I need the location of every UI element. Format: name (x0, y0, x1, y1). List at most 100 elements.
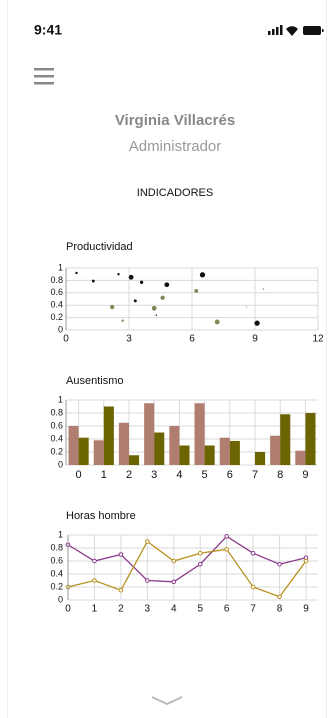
y-tick-label: 0 (58, 324, 63, 334)
bar (295, 450, 306, 465)
scatter-point (246, 306, 248, 308)
status-icons (268, 25, 324, 36)
bar (219, 437, 230, 465)
bar (93, 440, 104, 465)
y-tick-label: 0.6 (50, 555, 63, 565)
scatter-point (128, 274, 134, 280)
scatter-point (262, 288, 265, 290)
scatter-point (91, 279, 95, 283)
scatter-point (160, 295, 165, 300)
bar (118, 422, 129, 465)
y-tick-label: 0.2 (50, 312, 63, 322)
bar (154, 432, 165, 465)
x-tick-label: 7 (250, 604, 256, 615)
scatter-point (133, 299, 137, 303)
y-tick-label: 1 (58, 394, 63, 404)
x-tick-label: 3 (151, 469, 157, 481)
x-tick-label: 4 (171, 604, 177, 615)
x-tick-label: 0 (65, 604, 71, 615)
line-point (118, 587, 124, 593)
profile-name: Virginia Villacrés (115, 112, 235, 129)
line-series (67, 540, 307, 598)
scatter-point (151, 305, 157, 311)
x-tick-label: 5 (202, 469, 208, 481)
scroll-chevron[interactable] (151, 696, 183, 706)
x-tick-label: 6 (227, 469, 233, 481)
scatter-point (121, 319, 124, 322)
bar (280, 414, 291, 465)
line-point (197, 561, 203, 567)
x-tick-label: 1 (92, 604, 98, 615)
x-tick-label: 2 (118, 604, 124, 615)
chart-title: Horas hombre (66, 510, 136, 522)
section-title: INDICADORES (137, 187, 213, 199)
bar (129, 455, 140, 465)
x-tick-label: 2 (126, 469, 132, 481)
x-tick-label: 6 (189, 334, 195, 345)
x-tick-label: 8 (277, 604, 283, 615)
line-point (145, 578, 150, 583)
scatter-point (194, 289, 199, 293)
y-tick-label: 0.4 (50, 300, 63, 310)
chart-title: Ausentismo (66, 375, 123, 387)
y-tick-label: 0.8 (50, 542, 63, 552)
bar (169, 426, 180, 465)
x-tick-label: 7 (252, 469, 258, 481)
status-time: 9:41 (34, 22, 62, 38)
bar (204, 445, 215, 465)
x-tick-label: 9 (252, 334, 258, 345)
bar (255, 452, 266, 465)
y-tick-label: 0 (58, 594, 63, 604)
line-point (118, 552, 124, 557)
bar (194, 403, 205, 465)
bar (78, 437, 89, 465)
profile-role: Administrador (129, 138, 222, 155)
bar (68, 426, 79, 465)
line-point (303, 558, 309, 564)
x-tick-label: 9 (302, 469, 308, 481)
bar (270, 435, 281, 465)
bar (144, 403, 155, 465)
y-tick-label: 0.6 (50, 287, 63, 297)
scatter-point (110, 304, 115, 310)
line-point (224, 534, 229, 539)
x-tick-label: 3 (126, 334, 132, 345)
x-tick-label: 6 (224, 604, 230, 615)
bar (179, 445, 190, 465)
x-tick-label: 5 (197, 604, 203, 615)
line-point (171, 558, 177, 564)
y-tick-label: 1 (58, 529, 63, 539)
line-point (277, 594, 282, 600)
scatter-point (254, 320, 260, 326)
x-tick-label: 0 (63, 334, 69, 345)
line-point (277, 561, 282, 567)
y-tick-label: 0 (58, 459, 63, 469)
line-point (224, 547, 229, 552)
y-tick-label: 0.8 (50, 407, 63, 417)
menu-button[interactable] (34, 68, 54, 85)
scatter-point (75, 271, 78, 275)
x-tick-label: 12 (312, 334, 324, 345)
scatter-point (155, 314, 158, 316)
y-tick-label: 0.2 (50, 581, 63, 591)
x-tick-label: 9 (303, 604, 309, 615)
bar (229, 440, 240, 465)
bar (305, 413, 316, 465)
line-series (67, 535, 307, 583)
line-point (145, 539, 150, 544)
x-tick-label: 0 (76, 469, 82, 481)
y-tick-label: 0.8 (50, 275, 63, 285)
line-point (250, 550, 256, 556)
scatter-point (139, 280, 144, 284)
scatter-point (199, 272, 206, 278)
scatter-point (214, 319, 220, 325)
y-tick-label: 1 (58, 262, 63, 272)
x-tick-label: 1 (101, 469, 107, 481)
y-tick-label: 0.4 (50, 433, 63, 443)
x-tick-label: 4 (176, 469, 182, 481)
line-point (197, 550, 203, 556)
line-point (92, 558, 97, 564)
y-tick-label: 0.2 (50, 446, 63, 456)
chart-title: Productividad (66, 241, 133, 253)
